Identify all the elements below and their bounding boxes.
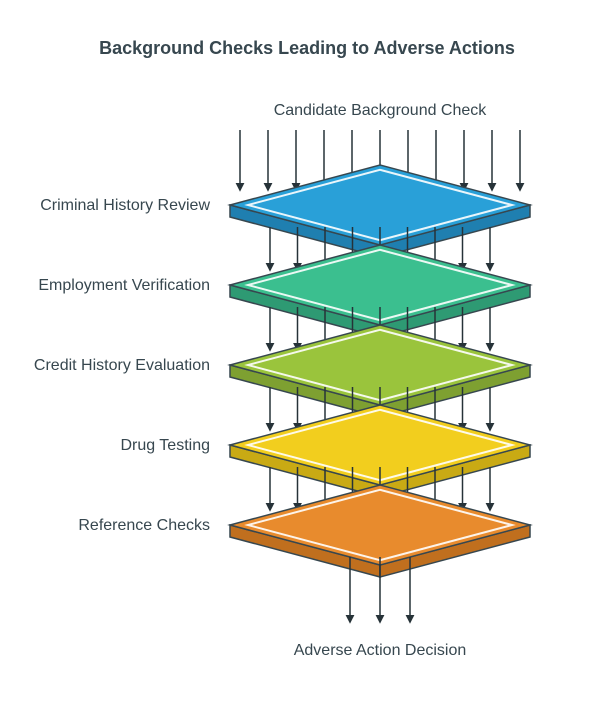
output-label: Adverse Action Decision [294, 642, 467, 659]
layer-label: Drug Testing [120, 437, 210, 454]
input-label: Candidate Background Check [274, 102, 488, 119]
diagram-root: { "title": "Background Checks Leading to… [0, 0, 614, 710]
layer-label: Employment Verification [38, 277, 210, 294]
layer-label: Criminal History Review [40, 197, 210, 214]
layer-label: Reference Checks [78, 517, 210, 534]
layer-label: Credit History Evaluation [34, 357, 210, 374]
funnel-diagram: Candidate Background Check Criminal Histo… [0, 0, 614, 710]
